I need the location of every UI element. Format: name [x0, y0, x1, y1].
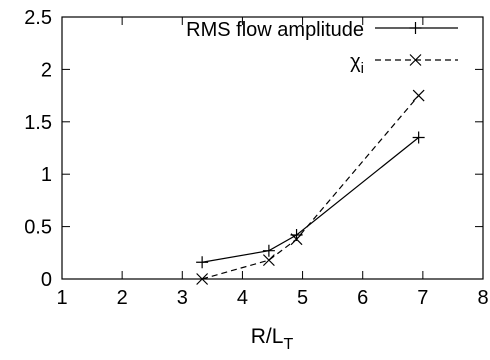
data-point — [196, 256, 209, 269]
y-tick-label: 0.5 — [24, 217, 52, 239]
legend-label: RMS flow amplitude — [186, 19, 364, 41]
legend-marker — [409, 54, 422, 66]
x-tick-label: 3 — [177, 287, 188, 309]
y-tick-label: 0 — [41, 269, 52, 291]
plot-frame — [61, 16, 484, 280]
legend-item: RMS flow amplitude — [186, 19, 458, 41]
series-2 — [196, 89, 425, 285]
series-1 — [196, 131, 425, 269]
y-tick-label: 2 — [41, 59, 52, 81]
series-line — [201, 95, 420, 280]
y-tick-label: 1 — [41, 164, 52, 186]
axis-ticks: 1 2 3 4 5 6 7 8 0 0.5 1 1.5 2 2.5 — [24, 7, 488, 309]
data-point — [412, 89, 425, 102]
legend-marker — [409, 22, 422, 34]
y-tick-label: 2.5 — [24, 7, 52, 29]
legend-item: χi — [350, 51, 458, 77]
legend: RMS flow amplitude χi — [186, 19, 458, 77]
x-axis-title-subscript: T — [283, 336, 293, 353]
x-tick-label: 6 — [357, 287, 368, 309]
x-tick-label: 2 — [117, 287, 128, 309]
legend-label-subscript: i — [361, 60, 364, 77]
series-line — [202, 137, 420, 263]
x-tick-label: 4 — [237, 287, 248, 309]
x-tick-label: 7 — [417, 287, 428, 309]
x-tick-label: 5 — [297, 287, 308, 309]
series-layer — [196, 89, 425, 285]
legend-label: χi — [350, 51, 364, 77]
x-tick-label: 8 — [477, 287, 488, 309]
y-tick-label: 1.5 — [24, 112, 52, 134]
x-tick-label: 1 — [56, 287, 67, 309]
data-point — [262, 254, 275, 267]
data-point — [196, 273, 209, 285]
legend-label-main: χ — [350, 51, 361, 73]
x-axis-title: R/LT — [251, 325, 294, 353]
data-point — [262, 244, 275, 257]
data-point — [290, 233, 303, 246]
data-point — [412, 131, 425, 144]
